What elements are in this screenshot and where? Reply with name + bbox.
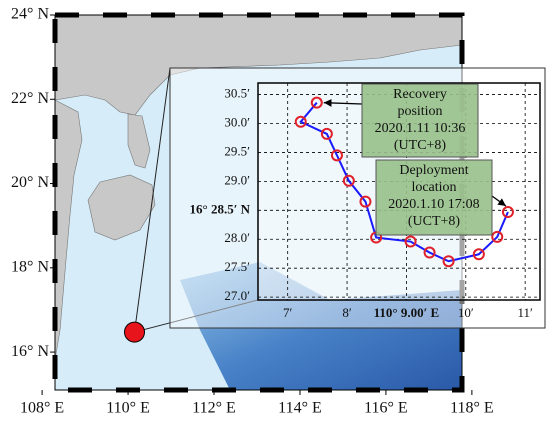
y-tick-label: 16° N	[11, 343, 49, 360]
connectors	[134, 67, 259, 333]
track-point	[501, 206, 514, 219]
annotation-arrow	[323, 99, 363, 107]
annotation-text: 2020.1.11 10:36	[375, 121, 466, 136]
coast-west	[54, 99, 83, 361]
annotation-box	[375, 159, 493, 236]
y-tick-label: 30.5′	[224, 86, 250, 101]
track-point	[491, 230, 504, 243]
track-point	[442, 255, 455, 268]
track-point	[423, 246, 436, 259]
y-tick-label: 28.0′	[224, 230, 250, 245]
x-tick-label: 110° E	[106, 400, 150, 417]
x-tick-label: 11′	[517, 305, 533, 320]
track-point	[472, 248, 485, 261]
annotation-text: 2020.1.10 17:08	[388, 197, 479, 212]
track-point	[320, 127, 333, 140]
annotation-text: location	[411, 180, 456, 195]
island	[87, 174, 156, 241]
connector	[134, 299, 259, 333]
x-tick-label: 7′	[283, 305, 293, 320]
track-point	[342, 174, 355, 187]
y-tick-label: 18° N	[11, 258, 49, 275]
x-tick-label: 10′	[458, 305, 474, 320]
layer: 108° E 110° E 112° E 114° E 116° E 118° E 16° …	[11, 6, 540, 417]
annotation-arrow	[491, 195, 507, 207]
annotation-text: (UCT+8)	[408, 214, 461, 229]
x-tick-label: 110° 9.00′ E	[374, 305, 440, 320]
connector	[134, 67, 171, 333]
track-point	[359, 195, 372, 208]
mainland	[54, 14, 463, 116]
peninsula	[127, 113, 151, 169]
y-tick-label: 27.0′	[224, 288, 250, 303]
y-tick-label: 30.0′	[224, 114, 250, 129]
x-tick-label: 108° E	[20, 400, 64, 417]
y-tick-label: 29.0′	[224, 172, 250, 187]
y-tick-label: 27.5′	[224, 259, 250, 274]
x-tick-label: 118° E	[450, 400, 494, 417]
deep-water	[180, 262, 462, 390]
x-tick-label: 8′	[342, 305, 352, 320]
site-marker	[124, 321, 146, 343]
track-point	[330, 149, 343, 162]
y-tick-label: 16° 28.5′ N	[190, 201, 251, 216]
track-point	[404, 235, 417, 248]
track-point	[310, 96, 323, 109]
annotation-text: Deployment	[399, 163, 468, 178]
annotation-box	[361, 83, 479, 158]
x-tick-label: 112° E	[192, 400, 236, 417]
y-tick-label: 29.5′	[224, 143, 250, 158]
annotation-text: position	[397, 104, 442, 119]
y-tick-label: 20° N	[11, 174, 49, 191]
track-point	[294, 115, 307, 128]
y-tick-label: 24° N	[11, 6, 49, 23]
annotation-text: Recovery	[393, 87, 447, 102]
track-line	[299, 102, 509, 263]
x-tick-label: 116° E	[364, 400, 408, 417]
annotation-text: (UTC+8)	[394, 138, 447, 153]
x-tick-label: 114° E	[278, 400, 322, 417]
y-tick-label: 22° N	[11, 90, 49, 107]
